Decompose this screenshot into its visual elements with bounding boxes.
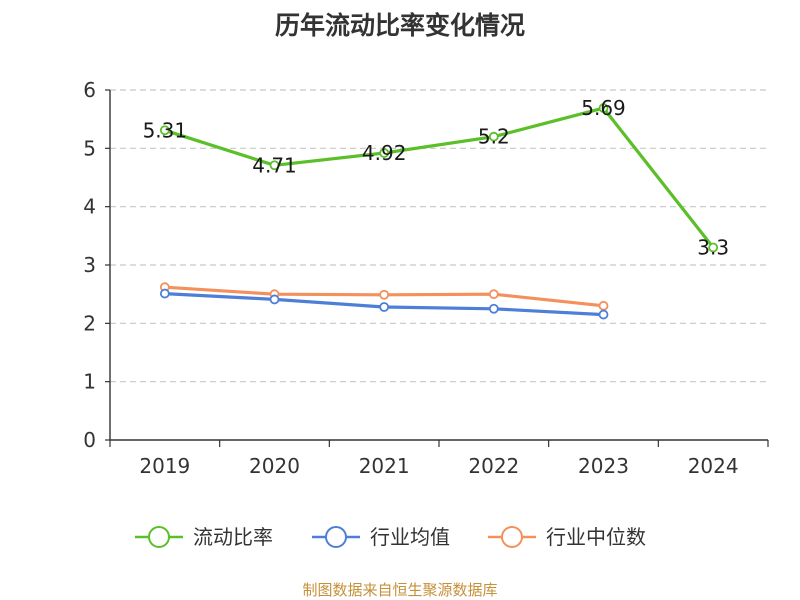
legend-marker [501, 526, 523, 548]
legend-label: 流动比率 [193, 525, 273, 549]
y-tick-label: 2 [83, 311, 96, 335]
data-label: 5.2 [478, 125, 510, 149]
data-point [708, 242, 719, 253]
legend-marker [148, 526, 170, 548]
series-lines [159, 103, 719, 320]
data-label: 5.69 [581, 96, 626, 120]
series-line-0 [163, 106, 715, 250]
legend[interactable]: 流动比率 行业均值 行业中位数 [135, 525, 646, 549]
legend-item-1[interactable]: 行业均值 [312, 525, 450, 549]
x-tick-label: 2023 [578, 454, 629, 478]
y-tick-label: 5 [83, 136, 96, 160]
data-label: 4.92 [362, 141, 407, 165]
data-point [159, 125, 170, 136]
x-tick-label: 2019 [139, 454, 190, 478]
source-note: 制图数据来自恒生聚源数据库 [302, 581, 497, 599]
data-point [379, 302, 390, 312]
data-labels: 5.31 4.71 4.92 5.2 5.69 3.3 [143, 96, 730, 259]
y-tick-label: 3 [83, 253, 96, 277]
legend-marker [325, 526, 347, 548]
data-point [598, 309, 609, 320]
y-tick-label: 0 [83, 428, 96, 452]
y-tick-label: 4 [83, 195, 96, 219]
axes: 0 1 2 3 4 5 6 2019 2020 2021 2022 2023 2024 [83, 78, 769, 478]
x-tick-label: 2024 [688, 454, 739, 478]
y-tick-label: 6 [83, 78, 96, 102]
data-point [269, 160, 280, 171]
chart-title: 历年流动比率变化情况 [275, 11, 525, 40]
grid-lines [110, 89, 768, 383]
data-point [269, 294, 280, 305]
data-label: 4.71 [252, 153, 297, 177]
y-tick-label: 1 [83, 370, 96, 394]
legend-label: 行业中位数 [546, 525, 646, 549]
data-point [379, 289, 390, 300]
data-point [598, 103, 609, 113]
x-tick-label: 2020 [249, 454, 300, 478]
data-point [488, 303, 499, 314]
legend-label: 行业均值 [370, 525, 450, 549]
data-point [379, 148, 390, 158]
data-point [488, 131, 499, 142]
legend-item-0[interactable]: 流动比率 [135, 525, 273, 549]
data-point [159, 288, 170, 299]
x-tick-label: 2021 [359, 454, 410, 478]
data-label: 3.3 [697, 236, 729, 260]
data-point [488, 289, 499, 300]
legend-item-2[interactable]: 行业中位数 [488, 525, 646, 549]
data-label: 5.31 [143, 118, 188, 142]
x-tick-label: 2022 [468, 454, 519, 478]
data-point [598, 300, 609, 311]
